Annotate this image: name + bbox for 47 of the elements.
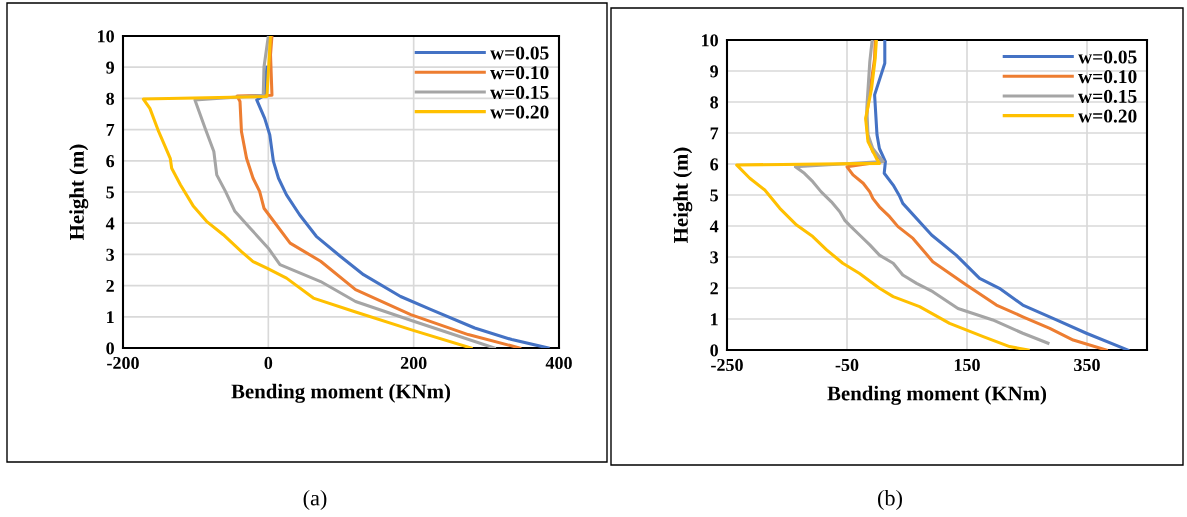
- x-tick-label: 400: [545, 356, 572, 370]
- line-series: [255, 65, 550, 348]
- x-tick-label: -200: [107, 356, 139, 370]
- y-tick-label: 7: [106, 124, 115, 136]
- text: (b): [878, 489, 902, 511]
- legend-label: w=0.05: [1078, 50, 1137, 64]
- y-axis-title: Height (m): [69, 144, 89, 240]
- x-axis-title: Bending moment (KNm): [231, 383, 451, 403]
- y-tick-label: 6: [106, 155, 115, 168]
- y-tick-label: 9: [106, 61, 115, 74]
- legend-label: w=0.15: [1078, 89, 1137, 103]
- y-tick-label: 3: [106, 248, 115, 261]
- y-tick-label: 2: [106, 279, 114, 292]
- y-tick-label: 10: [98, 30, 114, 43]
- y-tick-label: 7: [710, 127, 719, 140]
- y-tick-label: 4: [709, 220, 719, 233]
- y-tick-label: 9: [710, 65, 719, 78]
- legend-label: w=0.05: [490, 46, 549, 60]
- y-tick-label: 5: [106, 186, 115, 199]
- y-tick-label: 10: [702, 34, 718, 47]
- x-tick-label: 150: [954, 358, 980, 372]
- y-tick-label: 1: [711, 313, 718, 326]
- y-tick-label: 1: [107, 311, 114, 324]
- y-tick-label: 4: [105, 217, 115, 230]
- y-tick-label: 6: [710, 158, 719, 171]
- text: (a): [303, 489, 327, 511]
- x-tick-label: -250: [711, 358, 743, 372]
- y-tick-label: 8: [710, 96, 719, 109]
- line-series: [735, 40, 1030, 350]
- y-axis-title: Height (m): [673, 147, 693, 243]
- y-tick-label: 8: [106, 92, 115, 105]
- y-tick-label: 2: [710, 282, 718, 295]
- x-tick-label: 0: [264, 356, 273, 370]
- x-tick-label: 200: [400, 356, 427, 370]
- y-tick-label: 0: [106, 342, 114, 355]
- legend-label: w=0.10: [490, 66, 549, 80]
- x-tick-label: -50: [835, 358, 859, 372]
- x-tick-label: 350: [1074, 358, 1100, 372]
- legend-label: w=0.20: [490, 105, 549, 119]
- legend-label: w=0.10: [1078, 70, 1137, 84]
- line-series: [141, 36, 473, 348]
- y-tick-label: 0: [710, 344, 718, 357]
- x-axis-title: Bending moment (KNm): [827, 385, 1047, 405]
- legend-label: w=0.15: [490, 85, 549, 99]
- y-tick-label: 3: [710, 251, 719, 264]
- y-tick-label: 5: [710, 189, 719, 202]
- legend-label: w=0.20: [1078, 109, 1137, 123]
